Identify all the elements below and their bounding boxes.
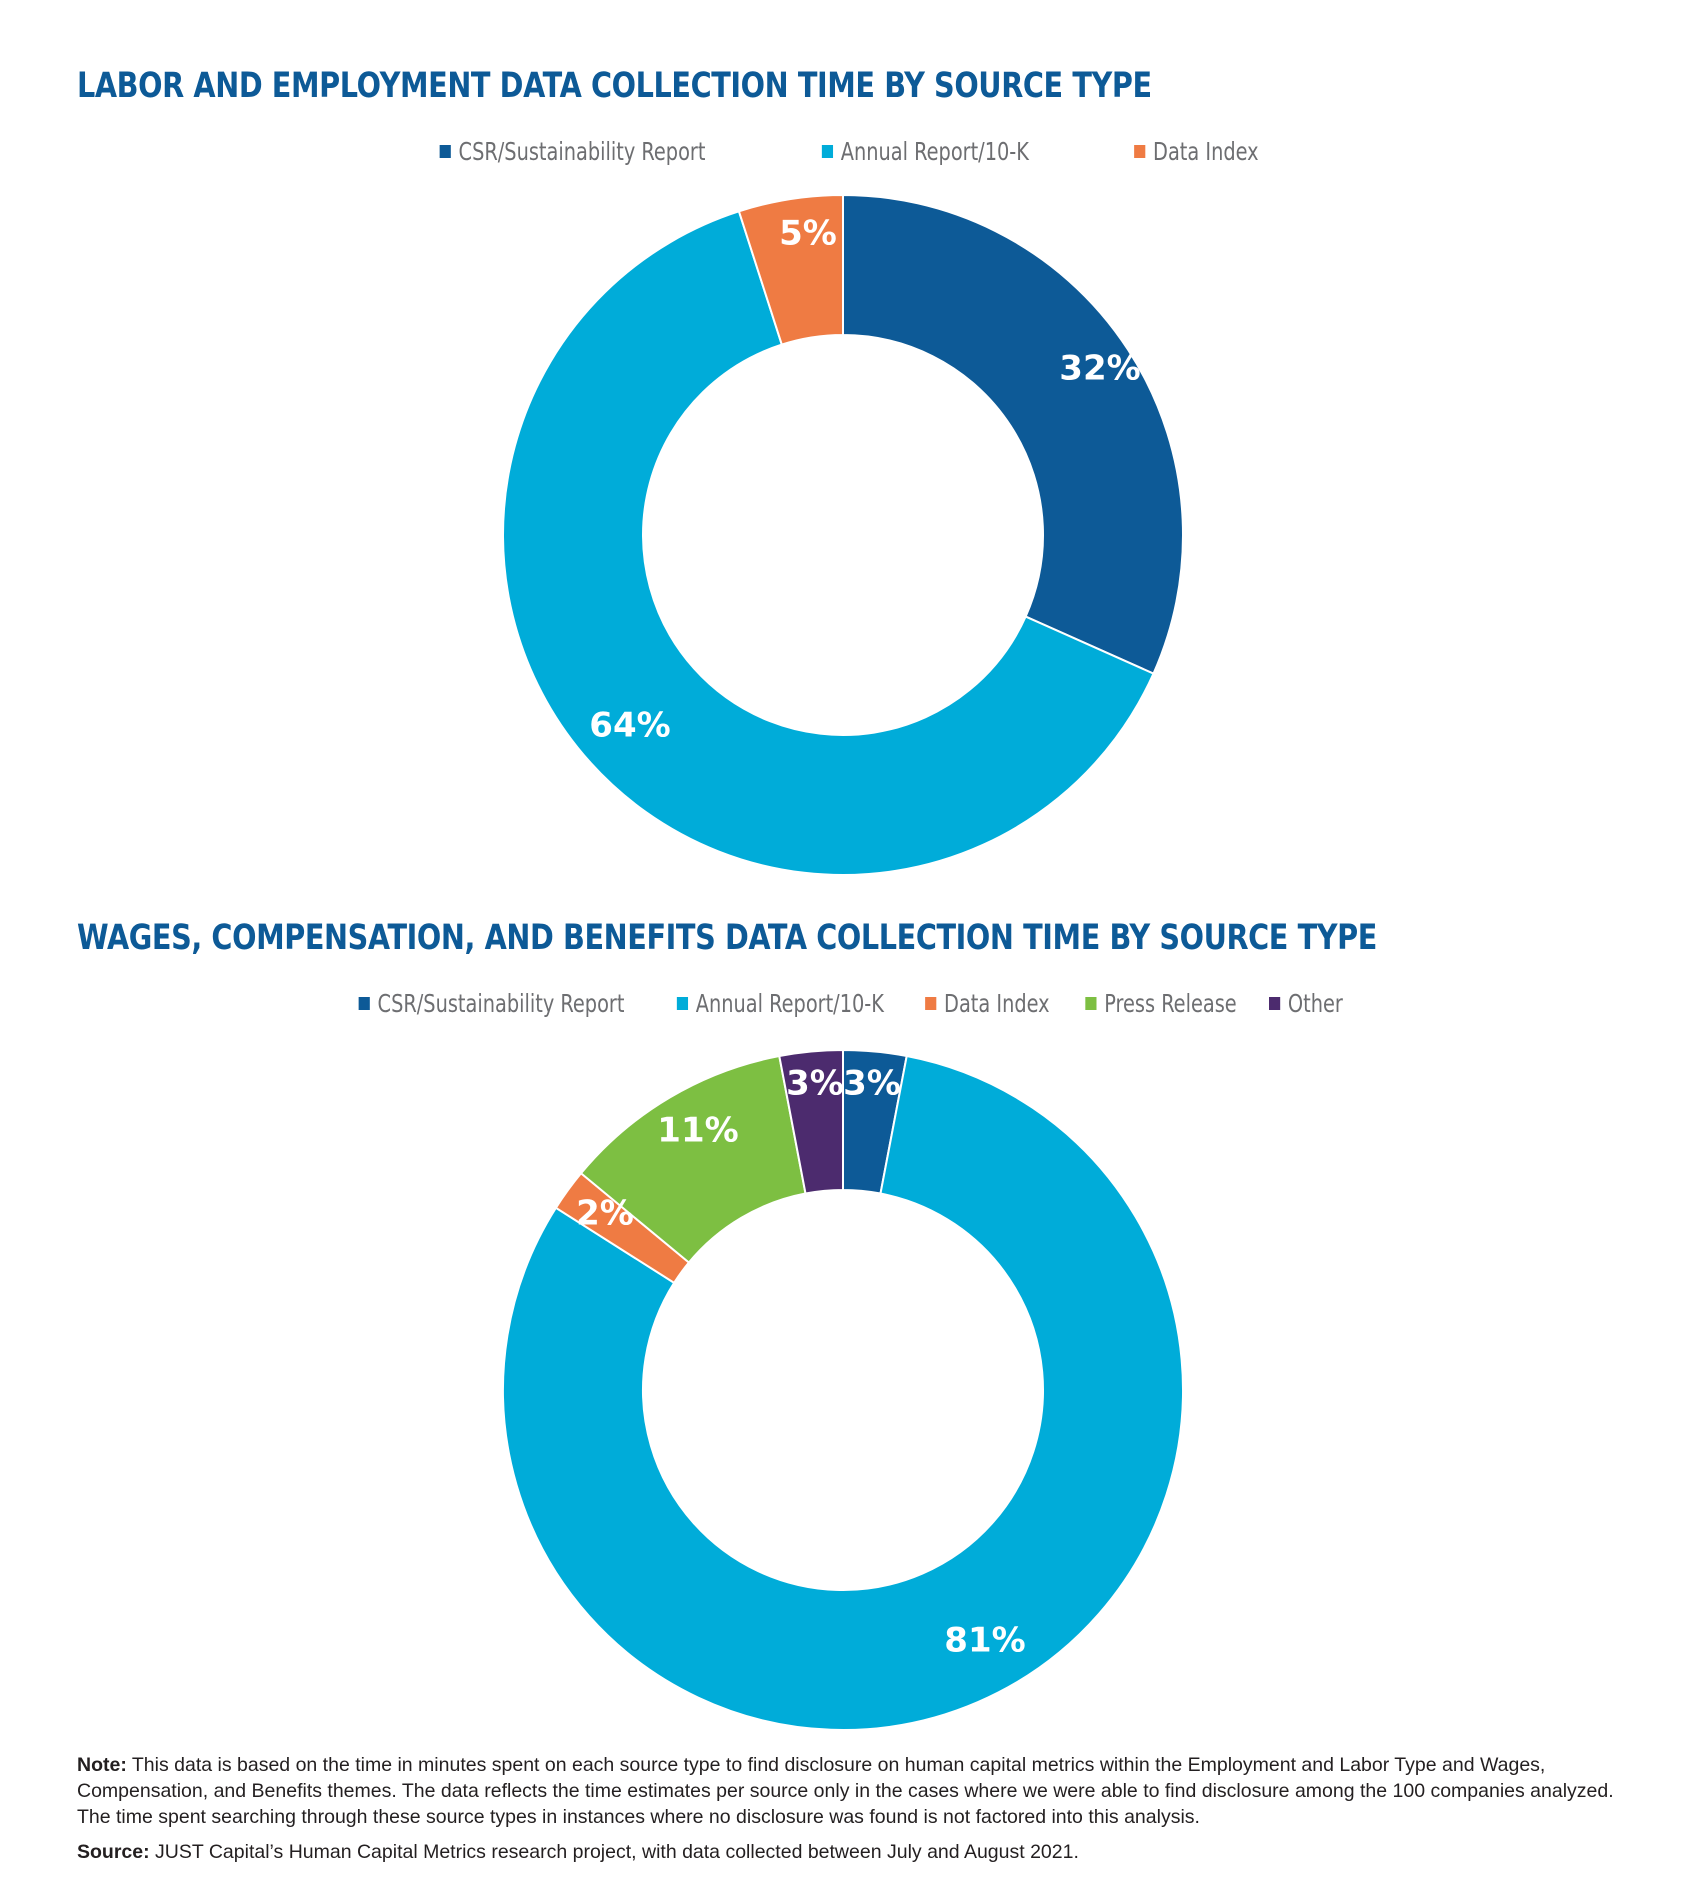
legend-item-csr-sustainability-report: CSR/Sustainability Report xyxy=(358,989,624,1018)
donut-slice-csr-sustainability-report xyxy=(842,193,1184,675)
slice-label-csr-sustainability-report: 32% xyxy=(1059,349,1140,389)
slice-label-csr-sustainability-report: 3% xyxy=(843,1064,901,1104)
note-text: This data is based on the time in minute… xyxy=(77,1754,1614,1828)
legend-item-annual-report-10-k: Annual Report/10-K xyxy=(821,137,1029,166)
footnote-note: Note: This data is based on the time in … xyxy=(77,1752,1617,1830)
donut-slice-other xyxy=(778,1048,844,1195)
legend-label: Annual Report/10-K xyxy=(840,137,1029,166)
chart-title-wages: WAGES, COMPENSATION, AND BENEFITS DATA C… xyxy=(77,918,1377,958)
note-label: Note: xyxy=(77,1754,127,1776)
donut-chart-labor: 32% 64% 5% xyxy=(502,193,1184,876)
legend-swatch xyxy=(676,997,688,1010)
legend-swatch xyxy=(1085,997,1097,1010)
slice-label-annual-report-10-k: 64% xyxy=(589,706,670,746)
slice-label-other: 3% xyxy=(786,1064,844,1104)
source-text: JUST Capital’s Human Capital Metrics res… xyxy=(149,1841,1079,1863)
donut-chart-wages: 3% 81% 2% 11% 3% xyxy=(502,1048,1184,1731)
legend-swatch xyxy=(1133,145,1145,158)
legend-label: Data Index xyxy=(1152,137,1259,166)
legend-item-data-index: Data Index xyxy=(924,989,1050,1018)
legend-item-press-release: Press Release xyxy=(1085,989,1238,1018)
legend-label: Annual Report/10-K xyxy=(695,989,884,1018)
source-label: Source: xyxy=(77,1841,150,1863)
legend-label: CSR/Sustainability Report xyxy=(458,137,706,166)
legend-item-annual-report-10-k: Annual Report/10-K xyxy=(676,989,884,1018)
legend-swatch xyxy=(439,145,451,158)
slice-label-annual-report-10-k: 81% xyxy=(944,1621,1025,1661)
legend-label: Other xyxy=(1288,989,1344,1018)
legend-swatch xyxy=(1269,997,1281,1010)
legend-labor: CSR/Sustainability Report Annual Report/1… xyxy=(0,137,1686,166)
legend-label: CSR/Sustainability Report xyxy=(377,989,625,1018)
slice-label-press-release: 11% xyxy=(657,1111,738,1151)
footnote-source: Source: JUST Capital’s Human Capital Met… xyxy=(77,1839,1617,1865)
legend-label: Data Index xyxy=(943,989,1050,1018)
legend-wages: CSR/Sustainability Report Annual Report/1… xyxy=(0,989,1686,1018)
slice-label-data-index: 2% xyxy=(576,1194,634,1234)
donut-slice-data-index xyxy=(737,193,844,346)
legend-item-data-index: Data Index xyxy=(1133,137,1259,166)
legend-label: Press Release xyxy=(1104,989,1238,1018)
donut-slice-annual-report-10-k xyxy=(502,210,1155,876)
legend-item-csr-sustainability-report: CSR/Sustainability Report xyxy=(439,137,705,166)
chart-title-labor: LABOR AND EMPLOYMENT DATA COLLECTION TIM… xyxy=(77,66,1152,106)
donut-slice-annual-report-10-k xyxy=(502,1054,1184,1731)
legend-swatch xyxy=(358,997,370,1010)
legend-swatch xyxy=(821,145,833,158)
legend-item-other: Other xyxy=(1269,989,1343,1018)
legend-swatch xyxy=(924,997,936,1010)
slice-label-data-index: 5% xyxy=(779,214,837,254)
